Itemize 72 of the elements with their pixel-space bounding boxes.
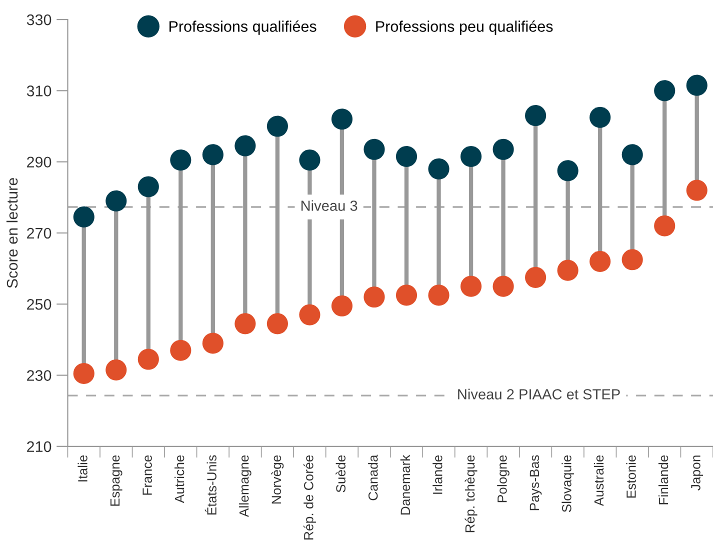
point xyxy=(202,332,224,354)
ref-line-label: Niveau 2 PIAAC et STEP xyxy=(458,388,620,400)
y-tick-label: 230 xyxy=(27,370,52,381)
point xyxy=(364,286,385,308)
legend-label: Professions qualifiées xyxy=(170,20,316,35)
y-axis-title: Score en lecture xyxy=(6,178,18,288)
point xyxy=(428,284,450,306)
point xyxy=(331,108,353,130)
point xyxy=(73,362,94,384)
point xyxy=(590,106,611,128)
x-tick-label: Italie xyxy=(78,455,88,482)
x-tick-label: Japon xyxy=(691,456,704,490)
point xyxy=(557,260,578,281)
x-tick-label: Australie xyxy=(594,455,604,506)
x-tick-label: Suède xyxy=(336,455,346,492)
point xyxy=(106,190,127,212)
x-tick-label: Allemagne xyxy=(239,455,252,518)
point xyxy=(590,250,611,272)
x-tick-label: Irlande xyxy=(432,455,442,494)
legend-label: Professions peu qualifiées xyxy=(376,20,553,35)
point xyxy=(686,180,708,201)
x-tick-label: Canada xyxy=(368,454,378,500)
y-tick-label: 330 xyxy=(26,14,52,26)
y-tick-label: 210 xyxy=(27,441,52,452)
point xyxy=(170,150,192,171)
point xyxy=(557,160,578,182)
point xyxy=(138,176,159,198)
point xyxy=(460,146,482,168)
y-tick-label: 290 xyxy=(27,156,52,168)
x-tick-label: Rép. tchèque xyxy=(464,455,478,532)
point xyxy=(364,138,385,160)
point xyxy=(525,266,546,288)
y-tick-label: 250 xyxy=(27,298,52,310)
point xyxy=(396,284,418,306)
point xyxy=(106,359,127,380)
x-tick-label: Autriche xyxy=(174,455,184,504)
point xyxy=(170,340,192,361)
point xyxy=(622,249,643,270)
point xyxy=(266,116,288,137)
point xyxy=(428,158,450,180)
point xyxy=(492,276,514,297)
x-tick-label: États-Unis xyxy=(204,455,216,515)
point xyxy=(460,276,482,297)
x-tick-label: Slovaquie xyxy=(562,455,574,512)
x-tick-label: Estonie xyxy=(626,455,636,498)
x-tick-label: Pologne xyxy=(497,455,510,502)
point xyxy=(299,304,320,326)
x-tick-label: Danemark xyxy=(400,454,410,515)
point xyxy=(202,144,224,166)
point xyxy=(73,206,94,228)
y-tick-label: 270 xyxy=(27,228,52,239)
point xyxy=(234,135,256,156)
point xyxy=(525,105,546,126)
x-tick-label: Finlande xyxy=(658,455,668,504)
point xyxy=(234,313,256,334)
point xyxy=(138,348,159,370)
point xyxy=(492,138,514,160)
ref-line-label: Niveau 3 xyxy=(301,200,358,211)
x-tick-label: Pays-Bas xyxy=(530,455,542,510)
x-tick-label: Norvège xyxy=(271,455,284,504)
x-tick-label: Rép. de Corée xyxy=(303,455,316,540)
point xyxy=(266,313,288,334)
point xyxy=(299,150,320,171)
x-tick-label: Espagne xyxy=(110,455,122,506)
y-tick-label: 310 xyxy=(26,86,52,96)
point xyxy=(686,74,708,96)
x-tick-label: France xyxy=(142,455,152,495)
point xyxy=(654,215,676,236)
point xyxy=(654,80,676,102)
point xyxy=(396,146,418,168)
point xyxy=(331,295,353,316)
point xyxy=(622,144,643,166)
